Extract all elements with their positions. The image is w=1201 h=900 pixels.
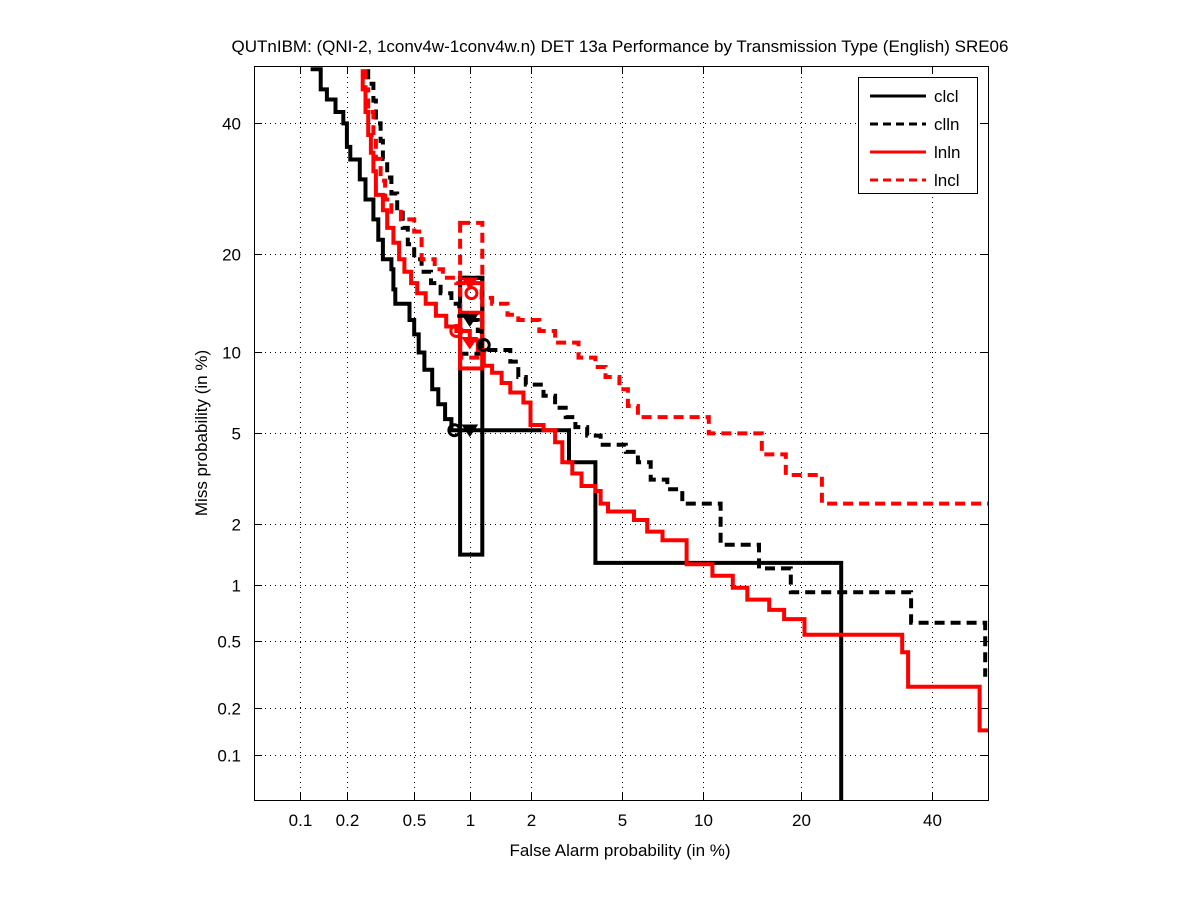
series-line-lnln: [360, 69, 988, 733]
actual-decision-marker-clcl: [447, 423, 462, 438]
x-tick-label: 20: [792, 811, 811, 830]
y-tick-label: 20: [222, 246, 241, 265]
x-tick-label: 0.1: [289, 811, 313, 830]
y-tick-label: 0.1: [217, 747, 241, 766]
y-axis-ticks: 0.1 0.2 0.5 1 2 5 10 20 40: [217, 115, 988, 766]
series-group: [310, 67, 988, 800]
y-tick-label: 10: [222, 344, 241, 363]
operating-point-markers: [447, 277, 491, 438]
x-tick-label: 0.2: [336, 811, 360, 830]
y-axis-label: Miss probability (in %): [192, 350, 211, 516]
series-line-lncl: [363, 69, 988, 506]
actual-decision-marker-lncl: [464, 286, 479, 301]
min-dcf-marker-clcl: [461, 424, 479, 438]
y-tick-label: 1: [232, 577, 241, 596]
x-tick-label: 2: [527, 811, 536, 830]
y-tick-label: 40: [222, 115, 241, 134]
x-tick-label: 40: [923, 811, 942, 830]
legend: clcl clln lnln lncl: [858, 77, 978, 194]
actual-decision-marker-lnln: [449, 323, 464, 338]
x-tick-label: 1: [466, 811, 475, 830]
y-tick-label: 2: [232, 516, 241, 535]
min-dcf-marker-lnln: [461, 336, 479, 350]
confidence-boxes: [458, 220, 485, 557]
chart-title: QUTnIBM: (QNI-2, 1conv4w-1conv4w.n) DET …: [232, 37, 1009, 56]
actual-decision-marker-clln: [476, 338, 491, 353]
legend-label-lnln: lnln: [934, 143, 960, 162]
x-axis-ticks: 0.1 0.2 0.5 1 2 5 10 20 40: [289, 67, 942, 830]
grid-lines: [255, 67, 988, 800]
legend-label-clcl: clcl: [934, 87, 959, 106]
legend-label-lncl: lncl: [934, 171, 960, 190]
y-tick-label: 0.5: [217, 633, 241, 652]
y-tick-label: 0.2: [217, 700, 241, 719]
plot-axes-frame: [254, 66, 989, 801]
x-tick-label: 0.5: [403, 811, 427, 830]
x-axis-label: False Alarm probability (in %): [509, 841, 730, 860]
series-line-clln: [366, 69, 988, 677]
min-dcf-marker-lncl: [461, 277, 479, 291]
x-tick-label: 5: [618, 811, 627, 830]
min-dcf-marker-clln: [461, 314, 479, 327]
y-tick-label: 5: [232, 425, 241, 444]
series-line-clcl: [310, 67, 844, 800]
legend-label-clln: clln: [934, 115, 960, 134]
x-tick-label: 10: [694, 811, 713, 830]
